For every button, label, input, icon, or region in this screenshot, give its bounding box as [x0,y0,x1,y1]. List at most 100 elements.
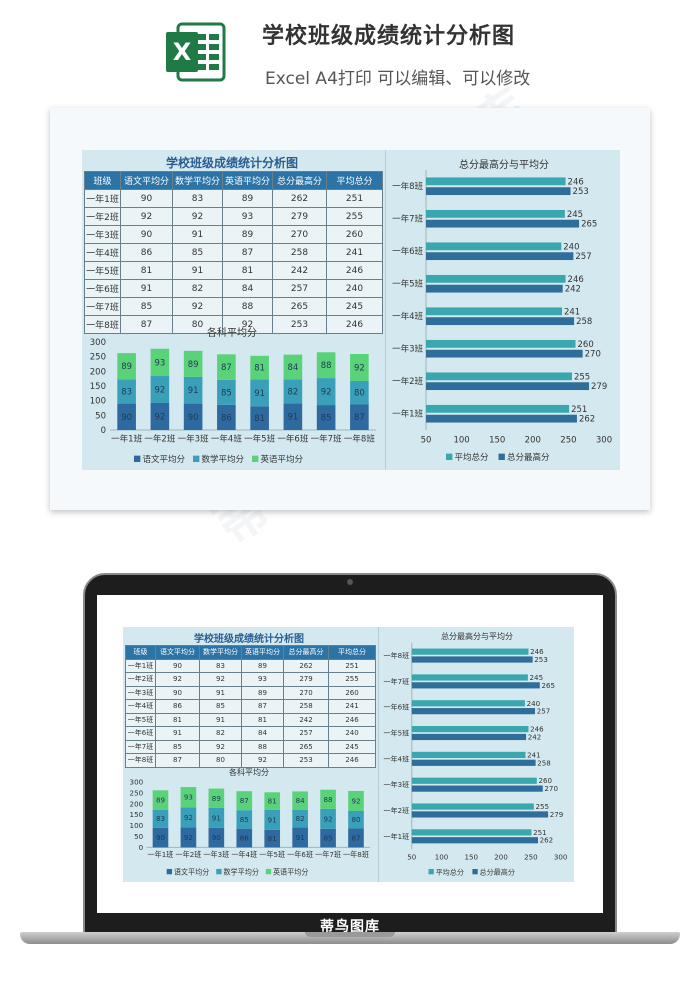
table-cell[interactable]: 89 [222,189,273,208]
table-cell[interactable]: 一年5班 [125,712,156,727]
table-cell[interactable]: 262 [272,189,327,208]
column-header[interactable]: 英语平均分 [222,171,273,190]
table-cell[interactable]: 83 [172,189,223,208]
table-cell[interactable]: 一年2班 [125,672,156,687]
table-cell[interactable]: 246 [328,712,376,727]
table-row[interactable]: 一年3班 90 91 89 270 260 [84,225,383,244]
table-row[interactable]: 一年2班 92 92 93 279 255 [84,207,383,226]
table-cell[interactable]: 90 [155,658,200,673]
table-cell[interactable]: 一年5班 [84,261,121,280]
table-cell[interactable]: 253 [272,315,327,334]
table-cell[interactable]: 90 [155,685,200,700]
table-cell[interactable]: 一年7班 [84,297,121,316]
table-cell[interactable]: 一年8班 [125,753,156,768]
table-row[interactable]: 一年5班 81 91 81 242 246 [84,261,383,280]
table-cell[interactable]: 246 [326,261,383,280]
table-cell[interactable]: 260 [328,685,376,700]
table-cell[interactable]: 92 [172,207,223,226]
column-header[interactable]: 平均总分 [326,171,383,190]
table-cell[interactable]: 92 [155,672,200,687]
table-row[interactable]: 一年2班 92 92 93 279 255 [125,672,376,687]
table-cell[interactable]: 一年6班 [84,279,121,298]
table-row[interactable]: 一年4班 86 85 87 258 241 [84,243,383,262]
table-cell[interactable]: 91 [172,225,223,244]
table-cell[interactable]: 251 [328,658,376,673]
table-cell[interactable]: 258 [272,243,327,262]
table-cell[interactable]: 265 [283,739,329,754]
table-cell[interactable]: 257 [283,726,329,741]
table-cell[interactable]: 82 [172,279,223,298]
table-cell[interactable]: 一年4班 [125,699,156,714]
table-cell[interactable]: 一年8班 [84,315,121,334]
table-cell[interactable]: 89 [222,225,273,244]
table-cell[interactable]: 一年1班 [84,189,121,208]
table-cell[interactable]: 一年7班 [125,739,156,754]
table-cell[interactable]: 一年2班 [84,207,121,226]
table-cell[interactable]: 90 [120,189,173,208]
table-cell[interactable]: 87 [222,243,273,262]
column-header[interactable]: 数学平均分 [199,645,242,660]
table-cell[interactable]: 90 [120,225,173,244]
table-cell[interactable]: 87 [241,699,284,714]
table-cell[interactable]: 91 [199,685,242,700]
table-cell[interactable]: 257 [272,279,327,298]
column-header[interactable]: 班级 [84,171,121,190]
table-row[interactable]: 一年7班 85 92 88 265 245 [125,739,376,754]
table-cell[interactable]: 262 [283,658,329,673]
table-row[interactable]: 一年6班 91 82 84 257 240 [84,279,383,298]
table-cell[interactable]: 245 [326,297,383,316]
table-cell[interactable]: 240 [328,726,376,741]
table-cell[interactable]: 83 [199,658,242,673]
table-cell[interactable]: 242 [272,261,327,280]
table-cell[interactable]: 89 [241,658,284,673]
column-header[interactable]: 总分最高分 [272,171,327,190]
table-cell[interactable]: 84 [241,726,284,741]
table-cell[interactable]: 81 [155,712,200,727]
table-cell[interactable]: 92 [172,297,223,316]
table-row[interactable]: 一年1班 90 83 89 262 251 [125,658,376,673]
table-cell[interactable]: 88 [222,297,273,316]
table-cell[interactable]: 91 [199,712,242,727]
table-cell[interactable]: 246 [326,315,383,334]
table-cell[interactable]: 93 [222,207,273,226]
table-cell[interactable]: 80 [199,753,242,768]
table-cell[interactable]: 240 [326,279,383,298]
table-cell[interactable]: 279 [272,207,327,226]
table-cell[interactable]: 92 [199,672,242,687]
table-cell[interactable]: 82 [199,726,242,741]
table-cell[interactable]: 86 [120,243,173,262]
table-cell[interactable]: 92 [199,739,242,754]
table-cell[interactable]: 85 [120,297,173,316]
table-cell[interactable]: 265 [272,297,327,316]
column-header[interactable]: 语文平均分 [155,645,200,660]
table-cell[interactable]: 一年6班 [125,726,156,741]
table-cell[interactable]: 270 [283,685,329,700]
column-header[interactable]: 英语平均分 [241,645,284,660]
column-header[interactable]: 总分最高分 [283,645,329,660]
table-cell[interactable]: 86 [155,699,200,714]
table-cell[interactable]: 241 [328,699,376,714]
table-cell[interactable]: 一年4班 [84,243,121,262]
table-row[interactable]: 一年4班 86 85 87 258 241 [125,699,376,714]
column-header[interactable]: 平均总分 [328,645,376,660]
table-row[interactable]: 一年3班 90 91 89 270 260 [125,685,376,700]
table-cell[interactable]: 260 [326,225,383,244]
table-cell[interactable]: 270 [272,225,327,244]
table-cell[interactable]: 93 [241,672,284,687]
table-row[interactable]: 一年8班 87 80 92 253 246 [84,315,383,334]
table-cell[interactable]: 91 [155,726,200,741]
table-cell[interactable]: 85 [199,699,242,714]
table-cell[interactable]: 85 [155,739,200,754]
table-cell[interactable]: 92 [222,315,273,334]
table-cell[interactable]: 87 [120,315,173,334]
table-cell[interactable]: 一年3班 [84,225,121,244]
table-cell[interactable]: 85 [172,243,223,262]
table-cell[interactable]: 91 [120,279,173,298]
table-cell[interactable]: 一年1班 [125,658,156,673]
table-cell[interactable]: 84 [222,279,273,298]
table-cell[interactable]: 251 [326,189,383,208]
table-cell[interactable]: 242 [283,712,329,727]
table-row[interactable]: 一年7班 85 92 88 265 245 [84,297,383,316]
table-cell[interactable]: 255 [326,207,383,226]
table-cell[interactable]: 246 [328,753,376,768]
